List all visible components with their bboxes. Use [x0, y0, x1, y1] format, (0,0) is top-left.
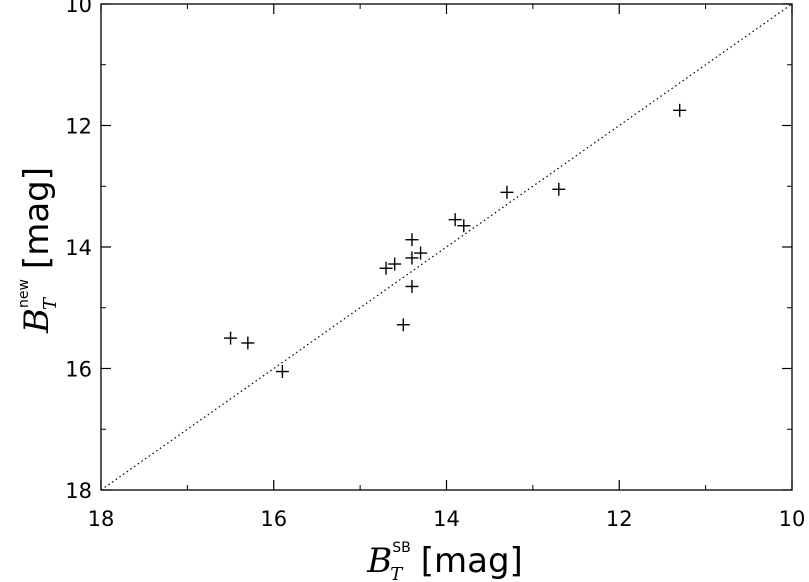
data-point [405, 233, 419, 247]
data-point [405, 279, 419, 293]
data-point [457, 219, 471, 233]
data-point [405, 251, 419, 265]
y-axis-label: BTnew[mag] [16, 167, 61, 334]
y-tick-label: 18 [65, 479, 92, 503]
data-point [448, 213, 462, 227]
data-point [224, 331, 238, 345]
x-tick-label: 14 [433, 507, 460, 531]
data-point [241, 336, 255, 350]
x-tick-label: 18 [88, 507, 115, 531]
y-axis-label-group: BTnew[mag] [16, 167, 61, 334]
data-point [552, 182, 566, 196]
data-point [388, 257, 402, 271]
y-tick-label: 14 [65, 236, 92, 260]
data-point [275, 365, 289, 379]
x-tick-label: 12 [606, 507, 633, 531]
data-point [673, 103, 687, 117]
y-tick-label: 10 [65, 0, 92, 17]
x-axis-ticks: 18 16 14 12 10 [88, 4, 806, 531]
reference-line [100, 3, 793, 491]
data-point [396, 318, 410, 332]
y-tick-label: 12 [65, 115, 92, 139]
data-point [379, 261, 393, 275]
data-points [224, 103, 687, 379]
y-axis-ticks: 10 12 14 16 18 [65, 0, 792, 503]
reference-line-layer [100, 3, 793, 491]
x-tick-label: 16 [260, 507, 287, 531]
data-point [500, 185, 514, 199]
data-point [414, 246, 428, 260]
y-tick-label: 16 [65, 358, 92, 382]
x-axis-label: BTSB [mag] [366, 540, 523, 582]
x-tick-label: 10 [779, 507, 806, 531]
